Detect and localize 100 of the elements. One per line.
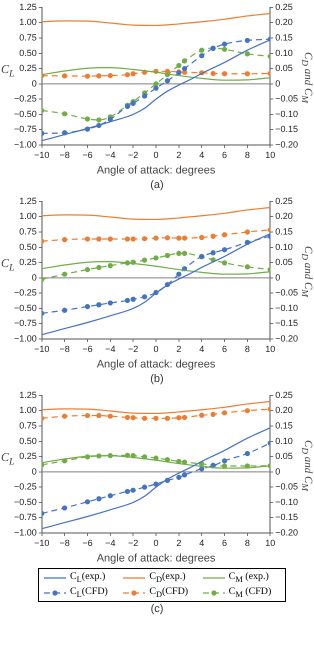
y2-tick-label: 0.10 xyxy=(275,48,293,58)
point xyxy=(62,414,68,419)
point xyxy=(153,235,159,241)
text: (c) xyxy=(150,603,164,615)
x-tick-label: 4 xyxy=(199,538,204,548)
legend-label: C$_{L}$(exp.) xyxy=(70,571,106,584)
point xyxy=(176,250,182,256)
x-tick-label: −6 xyxy=(82,344,93,354)
point xyxy=(96,302,102,308)
y-tick-label: 0.75 xyxy=(19,32,37,42)
x-tick-label: −4 xyxy=(105,538,116,548)
x-tick-label: −6 xyxy=(82,538,93,548)
legend-label: C$_{L}$(CFD) xyxy=(70,586,108,599)
point xyxy=(96,264,102,270)
y-axis-title: C$_{L}$ xyxy=(1,62,15,80)
point xyxy=(222,71,228,76)
line-series xyxy=(42,427,270,530)
x-tick-label: −8 xyxy=(59,150,70,160)
point xyxy=(199,48,204,53)
y-tick-label: 1.00 xyxy=(19,17,37,28)
x-tick-label: 2 xyxy=(176,344,182,354)
point xyxy=(182,414,188,420)
x-tick-label: −2 xyxy=(128,150,138,160)
point xyxy=(210,234,216,239)
y2-tick-label: 0.05 xyxy=(275,257,293,268)
y-tick-label: 1.25 xyxy=(19,196,37,206)
point xyxy=(210,70,216,76)
point xyxy=(142,93,148,99)
point xyxy=(153,416,159,421)
point xyxy=(108,236,113,242)
point xyxy=(108,300,113,306)
point xyxy=(62,505,68,511)
point xyxy=(210,412,216,417)
x-tick-label: 10 xyxy=(265,538,276,548)
point xyxy=(142,236,148,242)
x-tick-label: 0 xyxy=(153,538,159,548)
y2-tick-label: −0.20 xyxy=(275,139,298,150)
line-series xyxy=(42,206,270,220)
x-tick-label: 8 xyxy=(244,538,250,548)
y2-tick-label: 0.10 xyxy=(275,436,293,446)
point xyxy=(176,415,182,420)
point xyxy=(222,41,228,47)
point xyxy=(222,410,228,416)
point xyxy=(244,264,250,270)
y2-tick-label: 0.05 xyxy=(275,63,293,74)
legend-label: C$_{D}$(exp.) xyxy=(149,571,186,584)
y-tick-label: 0.25 xyxy=(19,451,37,462)
x-tick-label: −6 xyxy=(82,150,93,160)
y-tick-label: −0.50 xyxy=(14,302,37,313)
point xyxy=(176,272,182,277)
x-tick-label: 2 xyxy=(176,538,182,548)
point xyxy=(124,236,130,242)
point xyxy=(153,86,159,91)
y-tick-label: −0.75 xyxy=(14,512,37,522)
point xyxy=(210,250,216,256)
point xyxy=(142,294,148,300)
y2-tick-label: 0.20 xyxy=(275,211,293,222)
y-tick-label: 0.75 xyxy=(19,420,37,430)
point xyxy=(222,46,228,52)
x-tick-label: 8 xyxy=(244,344,250,354)
point xyxy=(164,78,170,84)
point xyxy=(84,304,90,310)
point xyxy=(96,412,102,418)
y2-tick-label: 0.20 xyxy=(275,17,293,28)
x-tick-label: 6 xyxy=(222,150,228,160)
point xyxy=(96,73,102,78)
line-series xyxy=(42,227,270,244)
point xyxy=(142,258,148,263)
y2-tick-label: −0.15 xyxy=(275,124,298,134)
point xyxy=(124,488,130,494)
y-tick-label: 1.25 xyxy=(19,2,37,12)
x-tick-label: 4 xyxy=(199,344,204,354)
point xyxy=(199,234,204,240)
y2-tick-label: 0.10 xyxy=(275,242,293,252)
point xyxy=(182,472,188,478)
line-series xyxy=(42,12,270,26)
point xyxy=(130,71,136,76)
point xyxy=(164,68,170,74)
y2-tick-label: 0.25 xyxy=(275,196,293,206)
x-tick-label: −10 xyxy=(34,150,50,160)
point xyxy=(108,263,113,268)
point xyxy=(84,412,90,418)
x-tick-label: −10 xyxy=(34,344,50,354)
point xyxy=(84,74,90,79)
point xyxy=(96,496,102,502)
point xyxy=(222,260,228,266)
x-tick-label: −10 xyxy=(34,538,50,548)
y-tick-label: 0.50 xyxy=(19,48,37,58)
y2-tick-label: 0 xyxy=(275,466,280,476)
point xyxy=(182,250,188,256)
text: (b) xyxy=(149,373,165,385)
point xyxy=(244,38,250,44)
y-tick-label: −0.25 xyxy=(14,94,37,104)
point xyxy=(84,236,90,242)
text: (a) xyxy=(149,179,165,191)
y-tick-label: −0.50 xyxy=(14,496,37,507)
y2-tick-label: 0.20 xyxy=(275,405,293,416)
point xyxy=(182,58,188,64)
x-tick-label: −8 xyxy=(59,538,70,548)
y2-tick-label: 0.15 xyxy=(275,420,293,430)
